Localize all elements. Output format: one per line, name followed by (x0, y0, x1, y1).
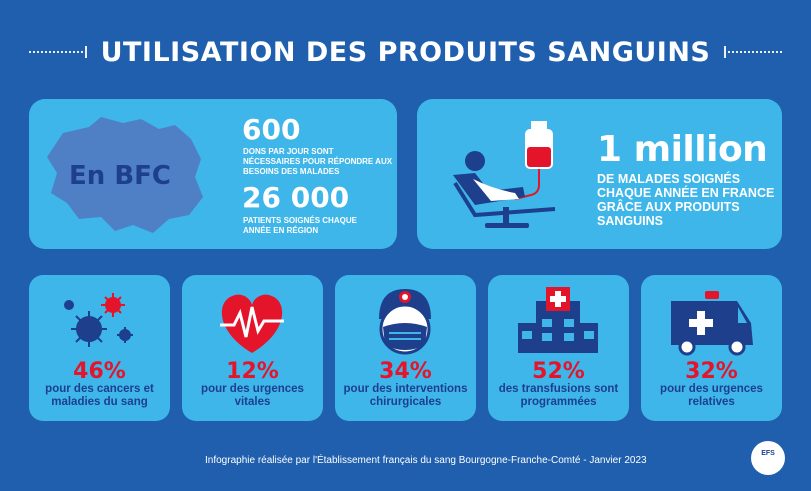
surgeon-icon (379, 289, 431, 355)
footer-credit: Infographie réalisée par l'Établissement… (205, 455, 647, 466)
ambulance-icon (671, 291, 753, 356)
efs-logo: EFS (751, 441, 785, 475)
title-bar: UTILISATION DES PRODUITS SANGUINS (0, 30, 811, 74)
stat-million-value: 1 million (597, 129, 768, 170)
hospital-icon (518, 287, 598, 353)
stat-600-value: 600 (242, 113, 301, 146)
bfc-label: En BFC (69, 161, 171, 191)
bfc-region-map-icon (47, 117, 203, 233)
france-card: 1 million DE MALADES SOIGNÉS CHAQUE ANNÉ… (417, 99, 782, 249)
use-pct-relative: 32% (685, 359, 738, 384)
use-card-cancer: 46% pour des cancers et maladies du sang (29, 275, 170, 421)
use-desc-emergency: pour des urgences vitales (201, 383, 304, 408)
stat-26000-text: PATIENTS SOIGNÉS CHAQUE ANNÉE EN RÉGION (243, 216, 357, 235)
bfc-card: En BFC 600 DONS PAR JOUR SONT NÉCESSAIRE… (29, 99, 397, 249)
stat-26000-value: 26 000 (242, 181, 350, 214)
use-card-scheduled: 52% des transfusions sont programmées (488, 275, 629, 421)
use-desc-surgery: pour des interventions chirurgicales (343, 383, 468, 408)
heart-pulse-icon (220, 294, 284, 353)
title-decoration-left (28, 46, 87, 58)
blood-transfusion-icon (453, 121, 556, 228)
page-title: UTILISATION DES PRODUITS SANGUINS (100, 36, 711, 68)
stat-600-text: DONS PAR JOUR SONT NÉCESSAIRES POUR RÉPO… (243, 147, 393, 176)
use-desc-relative: pour des urgences relatives (660, 383, 763, 408)
use-pct-surgery: 34% (379, 359, 432, 384)
use-card-emergency: 12% pour des urgences vitales (182, 275, 323, 421)
virus-cells-icon (64, 293, 133, 347)
title-decoration-right (724, 46, 783, 58)
efs-logo-text: EFS (761, 450, 775, 457)
use-card-surgery: 34% pour des interventions chirurgicales (335, 275, 476, 421)
use-desc-cancer: pour des cancers et maladies du sang (45, 383, 154, 408)
use-card-relative: 32% pour des urgences relatives (641, 275, 782, 421)
stat-million-text: DE MALADES SOIGNÉS CHAQUE ANNÉE EN FRANC… (597, 172, 775, 228)
use-pct-scheduled: 52% (532, 359, 585, 384)
use-pct-emergency: 12% (226, 359, 279, 384)
use-desc-scheduled: des transfusions sont programmées (498, 383, 619, 408)
use-pct-cancer: 46% (73, 359, 126, 384)
